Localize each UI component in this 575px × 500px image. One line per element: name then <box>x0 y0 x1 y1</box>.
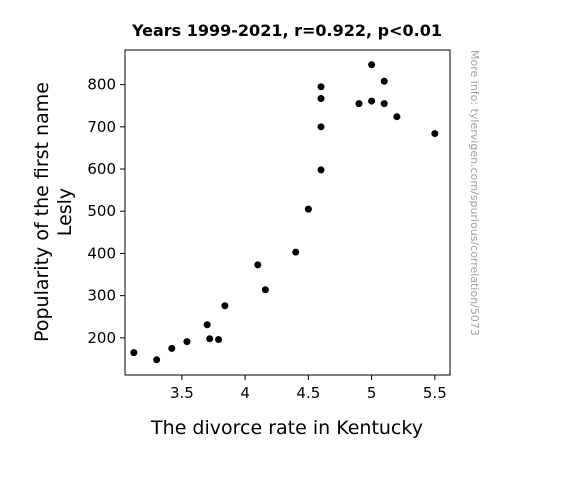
data-point <box>368 61 376 69</box>
y-tick-label: 200 <box>87 329 116 347</box>
data-point <box>380 77 388 85</box>
data-point <box>153 356 161 364</box>
data-point <box>393 113 401 121</box>
data-point <box>317 83 325 91</box>
y-tick-label: 400 <box>87 244 116 262</box>
data-point <box>292 248 300 256</box>
x-tick-label: 5.5 <box>423 384 447 402</box>
data-point <box>380 100 388 108</box>
data-point <box>221 302 229 310</box>
x-axis-label: The divorce rate in Kentucky <box>150 417 423 439</box>
y-axis-label: Popularity of the first name Lesly <box>31 82 76 342</box>
x-tick-label: 5 <box>367 384 377 402</box>
y-axis-label-line-2: Lesly <box>54 188 76 236</box>
x-tick-label: 4.5 <box>296 384 320 402</box>
data-point <box>431 130 439 138</box>
y-axis-label-line-1: Popularity of the first name <box>31 82 53 342</box>
y-axis-ticks: 200 300 400 500 600 700 800 <box>87 76 125 347</box>
y-tick-label: 300 <box>87 287 116 305</box>
data-point <box>254 261 262 269</box>
plot-frame <box>124 49 451 376</box>
data-points <box>130 61 439 364</box>
plot-area: 3.5 4 4.5 5 5.5 200 300 400 500 600 700 800 <box>87 49 451 402</box>
data-point <box>183 338 191 346</box>
data-point <box>317 166 325 174</box>
y-tick-label: 800 <box>87 76 116 94</box>
watermark-text: More info: tylervigen.com/spurious/corre… <box>468 50 481 336</box>
data-point <box>317 123 325 131</box>
data-point <box>304 205 312 213</box>
x-tick-label: 3.5 <box>170 384 194 402</box>
data-point <box>206 335 214 343</box>
data-point <box>261 286 269 294</box>
data-point <box>215 336 223 344</box>
data-point <box>368 97 376 105</box>
x-axis-ticks: 3.5 4 4.5 5 5.5 <box>170 375 447 402</box>
data-point <box>355 100 363 108</box>
y-tick-label: 500 <box>87 202 116 220</box>
data-point <box>168 344 176 352</box>
y-tick-label: 600 <box>87 160 116 178</box>
data-point <box>130 349 138 357</box>
y-tick-label: 700 <box>87 118 116 136</box>
chart-title: Years 1999-2021, r=0.922, p<0.01 <box>131 21 442 40</box>
data-point <box>203 321 211 329</box>
data-point <box>317 95 325 103</box>
x-tick-label: 4 <box>240 384 250 402</box>
